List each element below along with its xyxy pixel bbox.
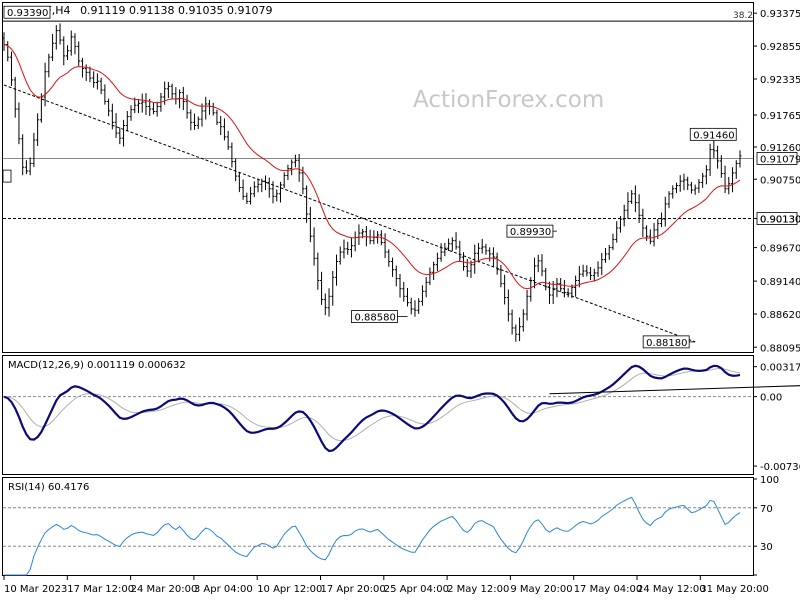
rsi-tick-label-1: 70	[760, 504, 773, 515]
price-tick-label-6: 0.90130	[760, 214, 800, 225]
macd-tick-label-2: -0.007361	[760, 462, 800, 473]
x-tick-label-3: 3 Apr 04:00	[194, 584, 253, 595]
level-label-1: 0.91460	[693, 130, 734, 141]
moving-average-line	[3, 44, 741, 290]
price-tick-label-1: 0.92855	[760, 42, 800, 53]
x-tick-label-4: 10 Apr 12:00	[257, 584, 322, 595]
x-tick-label-10: 24 May 12:00	[637, 584, 706, 595]
macd-tick-label-1: 0.00	[760, 393, 782, 404]
x-tick-label-1: 17 Mar 12:00	[67, 584, 134, 595]
x-tick-label-5: 17 Apr 20:00	[321, 584, 386, 595]
macd-tick-label-0: 0.003178	[760, 363, 800, 374]
macd-line	[3, 364, 741, 453]
rsi-title: RSI(14) 60.4176	[8, 482, 89, 493]
rsi-line	[4, 496, 741, 576]
x-tick-label-2: 24 Mar 20:00	[131, 584, 198, 595]
price-tick-label-9: 0.88620	[760, 310, 800, 321]
price-tick-label-8: 0.89140	[760, 277, 800, 288]
x-tick-label-6: 25 Apr 04:00	[384, 584, 449, 595]
axis-layer: 0.90130 0.93375 0.92855 0.92335 0.91765 0.912…	[753, 9, 800, 576]
trendline	[3, 84, 696, 343]
rsi-panel-frame	[2, 477, 754, 576]
price-tick-label-7: 0.89670	[760, 244, 800, 255]
x-tick-label-8: 9 May 20:00	[510, 584, 572, 595]
price-layer: 38.2 0.93390 0.91460 0.89930 0.88580 0.88180	[2, 5, 753, 349]
level-label-4: 0.88180	[646, 338, 687, 349]
left-edge-marker	[2, 169, 12, 183]
level-label-3: 0.88580	[354, 313, 395, 324]
macd-panel-frame	[2, 355, 754, 475]
x-tick-label-7: 2 May 12:00	[447, 584, 509, 595]
macd-title: MACD(12,26,9) 0.001119 0.000632	[8, 360, 186, 371]
level-label-0: 0.93390	[7, 8, 48, 19]
current-price-label: 0.91079	[760, 154, 800, 165]
price-tick-label-2: 0.92335	[760, 75, 800, 86]
price-tick-label-3: 0.91765	[760, 111, 800, 122]
axis-level-label: 0.90130	[760, 214, 800, 225]
price-tick-label-4: 0.91260	[760, 143, 800, 154]
price-panel-frame	[2, 2, 754, 353]
x-tick-label-11: 31 May 20:00	[700, 584, 769, 595]
macd-support-line	[549, 385, 800, 395]
level-label-2: 0.89930	[510, 227, 551, 238]
rsi-layer	[3, 496, 753, 576]
price-tick-label-5: 0.90750	[760, 175, 800, 186]
level-label-box-0	[3, 5, 51, 19]
level-label-box-1	[689, 127, 737, 141]
rsi-tick-label-0: 100	[760, 475, 779, 486]
x-tick-label-0: 10 Mar 2023	[4, 584, 67, 595]
macd-layer	[3, 364, 800, 453]
rsi-tick-label-2: 30	[760, 542, 773, 553]
price-tick-label-0: 0.93375	[760, 9, 800, 20]
current-price-box	[756, 152, 798, 165]
macd-signal-line	[3, 368, 741, 442]
ohlc-readout: 0.91119 0.91138 0.91035 0.91079	[80, 4, 272, 17]
fib-level-label: 38.2	[733, 11, 753, 21]
x-tick-label-9: 17 May 04:00	[574, 584, 643, 595]
watermark: ActionForex.com	[413, 87, 604, 113]
price-tick-label-10: 0.88095	[760, 343, 800, 354]
